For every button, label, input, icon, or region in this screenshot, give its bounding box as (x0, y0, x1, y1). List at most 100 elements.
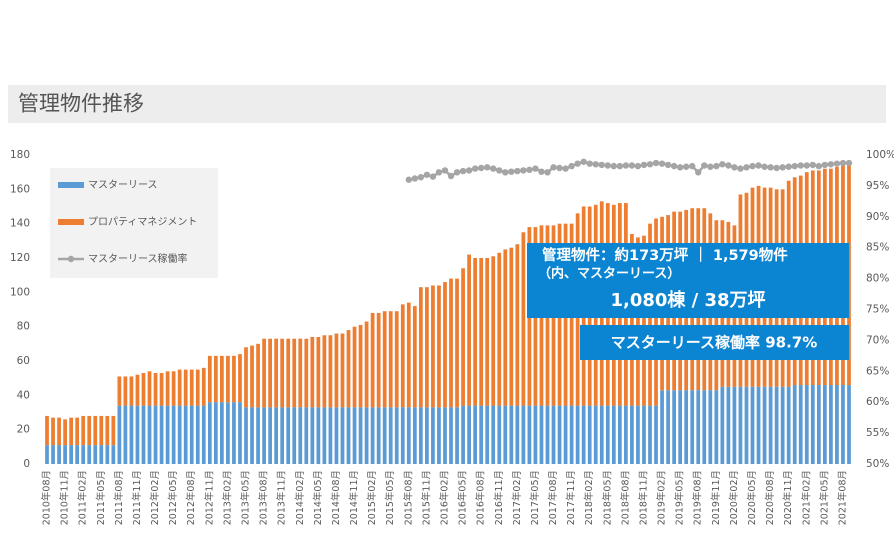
rate-marker (586, 160, 593, 167)
y2-tick-label: 80% (866, 273, 889, 285)
rate-marker (423, 171, 431, 178)
bar-master-lease (786, 386, 791, 464)
rate-marker (496, 167, 503, 174)
bar-property-management (443, 282, 447, 408)
bar-master-lease (334, 407, 339, 464)
bar-master-lease (575, 405, 580, 464)
bar-master-lease (147, 405, 152, 464)
y-tick-label: 0 (23, 458, 30, 470)
rate-marker (429, 173, 437, 180)
x-tick-label: 2013年02月 (221, 470, 233, 525)
bar-property-management (207, 355, 212, 403)
bar-master-lease (467, 405, 471, 464)
bar-master-lease (238, 402, 242, 464)
x-tick-label: 2014年08月 (330, 470, 342, 525)
x-tick-label: 2011年05月 (95, 470, 107, 525)
bar-master-lease (183, 405, 188, 464)
rate-marker (737, 165, 744, 172)
rate-marker (459, 167, 467, 175)
bar-master-lease (244, 407, 248, 464)
bar-master-lease (654, 405, 658, 464)
bar-master-lease (696, 390, 701, 464)
bar-property-management (57, 417, 61, 446)
y2-tick-label: 50% (866, 458, 889, 470)
bar-property-management (292, 338, 297, 408)
rate-marker (695, 169, 702, 176)
bar-master-lease (117, 405, 122, 464)
bar-master-lease (298, 407, 303, 464)
x-tick-label: 2018年11月 (637, 470, 649, 525)
bar-master-lease (81, 445, 86, 464)
x-tick-label: 2017年08月 (547, 470, 559, 525)
annotation: マスターリース稼働率 98.7% (611, 334, 818, 352)
rate-marker (574, 160, 581, 167)
rate-marker (502, 169, 509, 176)
rate-marker (610, 162, 618, 170)
bar-property-management (201, 367, 206, 406)
bar-master-lease (503, 405, 508, 464)
bar-property-management (431, 285, 435, 408)
rate-marker (550, 164, 557, 171)
bar-master-lease (557, 405, 562, 464)
legend-swatch (58, 219, 84, 225)
bar-property-management (418, 287, 423, 408)
legend-label: マスターリース稼働率 (88, 252, 188, 265)
x-tick-label: 2018年05月 (601, 470, 613, 525)
y2-tick-label: 90% (866, 211, 889, 223)
bar-master-lease (726, 386, 731, 464)
bar-master-lease (816, 385, 821, 464)
bar-master-lease (617, 405, 622, 464)
rate-marker (538, 168, 545, 175)
bar-property-management (346, 330, 351, 408)
bar-master-lease (624, 405, 628, 464)
rate-marker (622, 162, 630, 169)
bar-master-lease (841, 385, 845, 464)
y2-tick-label: 65% (866, 365, 889, 377)
bar-master-lease (443, 407, 447, 464)
bar-master-lease (189, 405, 194, 464)
bar-property-management (45, 415, 49, 446)
x-tick-label: 2020年02月 (728, 470, 740, 525)
bar-master-lease (768, 386, 773, 464)
chart-title: 管理物件推移 (18, 92, 144, 116)
bar-property-management (250, 345, 254, 408)
y-tick-label: 100 (10, 286, 30, 298)
bar-master-lease (358, 407, 363, 464)
bar-property-management (244, 347, 248, 408)
x-tick-label: 2020年05月 (746, 470, 758, 525)
bar-master-lease (804, 385, 809, 464)
bar-property-management (63, 419, 67, 446)
rate-marker (803, 162, 810, 169)
bar-property-management (503, 249, 508, 406)
bar-master-lease (593, 405, 598, 464)
bar-property-management (238, 354, 242, 403)
bar-property-management (153, 373, 158, 406)
x-tick-label: 2015年05月 (384, 470, 396, 525)
bar-master-lease (672, 390, 676, 464)
bar-property-management (232, 355, 236, 403)
bar-property-management (135, 374, 140, 406)
y2-tick-label: 75% (866, 304, 889, 316)
bar-master-lease (545, 405, 550, 464)
bar-master-lease (304, 407, 309, 464)
bar-master-lease (274, 407, 279, 464)
bar-master-lease (316, 407, 321, 464)
bar-master-lease (352, 407, 357, 464)
rate-marker (779, 164, 786, 171)
title-bar (8, 85, 886, 123)
bar-master-lease (310, 407, 315, 464)
x-tick-label: 2021年08月 (836, 470, 848, 525)
y2-tick-label: 85% (866, 242, 889, 254)
bar-master-lease (473, 405, 478, 464)
x-tick-label: 2019年08月 (692, 470, 704, 525)
rate-marker (544, 169, 551, 176)
rate-marker (520, 167, 527, 174)
bar-property-management (364, 321, 369, 408)
bar-master-lease (141, 405, 146, 464)
bar-master-lease (135, 405, 140, 464)
bar-master-lease (660, 390, 664, 464)
x-tick-label: 2014年11月 (348, 470, 360, 525)
bar-master-lease (744, 386, 749, 464)
y2-tick-label: 70% (866, 334, 889, 346)
rate-marker (785, 163, 792, 170)
